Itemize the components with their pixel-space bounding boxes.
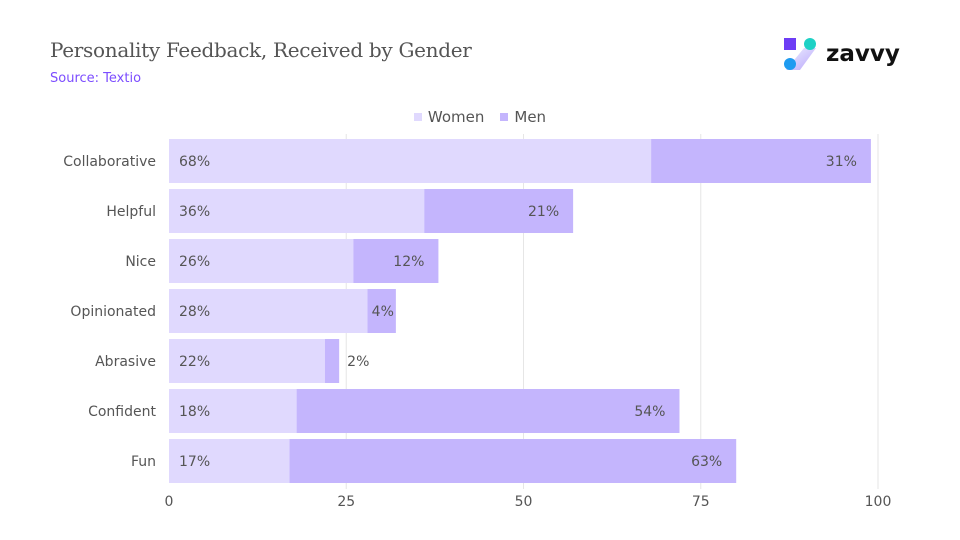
x-tick-label: 25 [337,494,355,510]
bar-men [651,139,871,183]
legend-item-women: Women [413,108,485,126]
legend-swatch-men [500,113,509,121]
zavvy-logo-text: zavvy [826,41,900,67]
y-category-label: Nice [125,254,156,270]
data-label-women: 18% [179,404,210,420]
chart-title: Personality Feedback, Received by Gender [50,38,472,62]
data-label-women: 28% [179,304,210,320]
bar-women [169,189,425,233]
zavvy-logo-icon [784,38,816,70]
bar-women [169,389,297,433]
bar-men [353,239,439,283]
y-category-label: Abrasive [95,354,156,370]
bar-men [367,289,396,333]
bar-men [324,339,340,383]
bar-men [296,389,680,433]
bar-men [289,439,737,483]
x-tick-label: 75 [692,494,710,510]
data-label-women: 36% [179,204,210,220]
bar-women [169,289,368,333]
data-label-men: 4% [372,304,394,320]
bar-men [424,189,574,233]
legend: Women Men [0,108,960,126]
y-category-label: Fun [131,454,156,470]
y-category-label: Helpful [106,204,156,220]
y-category-label: Collaborative [63,154,156,170]
x-tick-label: 0 [165,494,174,510]
data-label-men: 21% [528,204,559,220]
data-label-women: 17% [179,454,210,470]
zavvy-logo: zavvy [782,36,900,72]
data-label-women: 68% [179,154,210,170]
data-label-men: 54% [634,404,665,420]
legend-item-men: Men [500,108,546,126]
y-category-label: Opinionated [70,304,156,320]
data-label-men: 63% [691,454,722,470]
x-tick-label: 50 [515,494,533,510]
bar-women [169,439,290,483]
bar-women [169,339,325,383]
data-label-women: 22% [179,354,210,370]
data-label-men: 12% [393,254,424,270]
data-label-men: 31% [826,154,857,170]
chart-source: Source: Textio [50,71,142,86]
legend-label-men: Men [514,108,547,126]
legend-swatch-women [413,113,422,121]
data-label-women: 26% [179,254,210,270]
bar-women [169,139,652,183]
legend-label-women: Women [427,108,485,126]
x-tick-label: 100 [865,494,892,510]
data-label-men: 2% [347,354,369,370]
y-category-label: Confident [88,404,156,420]
bar-women [169,239,354,283]
